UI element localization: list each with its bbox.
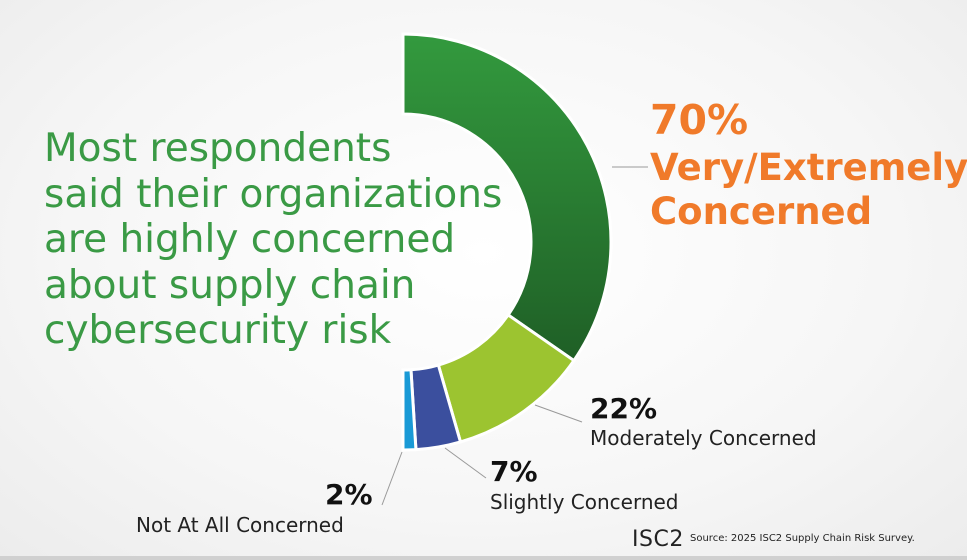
isc2-logo: ISC2 (632, 527, 684, 552)
data-label-slightly-text: Slightly Concerned (490, 490, 679, 514)
label-line: Very/Extremely (650, 146, 967, 189)
data-label-slightly-pct: 7% (490, 455, 538, 488)
headline-line: Most respondents (44, 126, 392, 171)
source-note: Source: 2025 ISC2 Supply Chain Risk Surv… (690, 533, 915, 544)
data-label-very-text: Very/Extremely Concerned (650, 146, 967, 234)
slice-very-extremely (401, 32, 613, 363)
bottom-border (0, 556, 967, 560)
headline-line: cybersecurity risk (44, 308, 392, 353)
headline-line: said their organizations (44, 171, 503, 217)
slice-not-at-all (401, 368, 418, 452)
label-line: Concerned (650, 190, 873, 233)
data-label-not-at-all-text: Not At All Concerned (136, 513, 344, 537)
data-label-very-pct: 70% (650, 96, 749, 144)
headline: Most respondents said their organization… (44, 126, 502, 354)
headline-line: are highly concerned (44, 217, 456, 262)
headline-line: about supply chain (44, 262, 416, 308)
data-label-moderately-pct: 22% (590, 392, 658, 425)
data-label-moderately-text: Moderately Concerned (590, 426, 817, 450)
data-label-not-at-all-pct: 2% (325, 478, 373, 511)
leader-line-2 (381, 451, 403, 506)
leader-line-22 (534, 404, 583, 423)
leader-line-7 (444, 447, 487, 479)
